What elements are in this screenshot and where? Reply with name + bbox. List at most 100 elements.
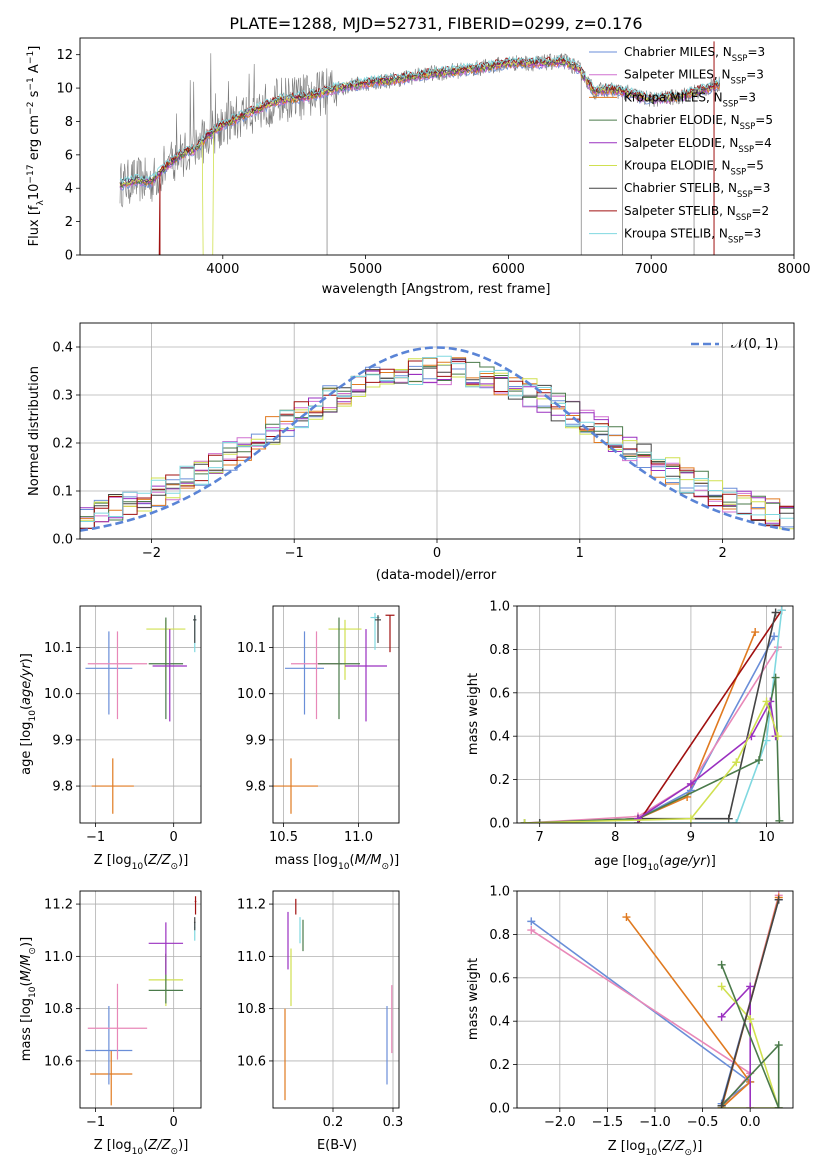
weight-z-ylabel: mass weight bbox=[466, 958, 481, 1040]
weight-series-marker bbox=[717, 1012, 726, 1021]
weight_vs_age-xtick-label: 10 bbox=[758, 830, 775, 845]
weight_vs_age-xtick-label: 8 bbox=[611, 830, 619, 845]
weight-series-marker bbox=[622, 913, 631, 922]
mass-z-ylabel: mass [log10(M/M⊙)] bbox=[19, 937, 38, 1061]
weight_vs_Z-axes: −2.0 −1.5 −1.0 −0.5 0.0 0.0 0.2 0.4 0.6 0.8 1.0 bbox=[489, 885, 794, 1130]
weight-series-line bbox=[524, 646, 779, 823]
weight_vs_age-ytick-label: 0.8 bbox=[489, 643, 510, 658]
spectrum-xtick-label: 4000 bbox=[206, 262, 239, 277]
age_vs_mass-ytick-label: 9.9 bbox=[245, 733, 266, 748]
weight_vs_Z-ytick-label: 1.0 bbox=[489, 885, 510, 900]
residuals-xtick-label: 2 bbox=[718, 546, 726, 561]
weight-series-line bbox=[539, 612, 777, 823]
mass_vs_Z-ytick-label: 11.2 bbox=[44, 898, 73, 913]
weight_vs_age-ytick-label: 1.0 bbox=[489, 600, 510, 615]
age_vs_Z-ytick-label: 9.8 bbox=[52, 780, 73, 795]
residuals-ytick-label: 0.1 bbox=[52, 485, 73, 500]
residuals-ytick-label: 0.2 bbox=[52, 437, 73, 452]
mass_vs_Z-frame bbox=[79, 890, 202, 1109]
weight-series-marker bbox=[746, 982, 755, 991]
mass_vs_ebv-axes: 0.2 0.3 10.6 10.8 11.0 11.2 bbox=[237, 890, 403, 1130]
spectrum-ytick-label: 10 bbox=[56, 82, 73, 97]
spectrum-legend: Chabrier MILES, NSSP=3 Salpeter MILES, NS… bbox=[589, 45, 773, 245]
residuals-frame bbox=[79, 322, 795, 540]
mass_vs_ebv-frame bbox=[272, 890, 400, 1109]
spectrum-ytick-label: 0 bbox=[65, 249, 73, 264]
weight-z-xlabel: Z [log10(Z/Z⊙)] bbox=[608, 1139, 703, 1158]
weight-series-marker bbox=[686, 814, 695, 823]
weight-series-marker bbox=[774, 895, 783, 904]
age_vs_Z-ytick-label: 10.1 bbox=[44, 641, 73, 656]
legend-entry: Chabrier STELIB, NSSP=3 bbox=[624, 181, 770, 199]
mass_vs_ebv-ytick-label: 11.2 bbox=[237, 898, 266, 913]
age_vs_mass-plot-area bbox=[273, 612, 395, 814]
residual-ylabel: Normed distribution bbox=[27, 366, 42, 496]
age-z-xlabel: Z [log10(Z/Z⊙)] bbox=[94, 853, 189, 872]
residuals-ytick-label: 0.4 bbox=[52, 341, 73, 356]
weight_vs_age-ytick-label: 0.6 bbox=[489, 686, 510, 701]
weight-series-marker bbox=[746, 1104, 755, 1108]
residuals-xtick-label: −2 bbox=[142, 546, 161, 561]
residual-legend-label: 𝒩(0, 1) bbox=[731, 337, 778, 352]
spectrum-frame bbox=[79, 37, 795, 256]
weight_vs_age-ytick-label: 0.0 bbox=[489, 817, 510, 832]
weight_vs_Z-ytick-label: 0.4 bbox=[489, 1015, 510, 1030]
weight-series-marker bbox=[762, 736, 771, 745]
weight_vs_age-ytick-label: 0.4 bbox=[489, 730, 510, 745]
weight-series-marker bbox=[527, 917, 536, 926]
weight-series-marker bbox=[762, 697, 771, 706]
weight-series-marker bbox=[724, 814, 733, 823]
weight_vs_Z-xtick-label: −1.0 bbox=[639, 1115, 671, 1130]
weight-series-marker bbox=[770, 632, 779, 641]
weight_vs_age-xtick-label: 9 bbox=[687, 830, 695, 845]
weight_vs_Z-ytick-label: 0.0 bbox=[489, 1102, 510, 1117]
residual-histogram bbox=[80, 357, 794, 529]
weight-series-line bbox=[539, 631, 756, 823]
weight-series-line bbox=[720, 899, 780, 1107]
legend-entry: Chabrier MILES, NSSP=3 bbox=[624, 45, 765, 63]
age_vs_Z-frame bbox=[79, 605, 202, 824]
weight_vs_age-frame bbox=[516, 605, 794, 824]
weight-series-marker bbox=[751, 628, 760, 637]
mass_vs_Z-axes: −1 0 10.6 10.8 11.0 11.2 bbox=[44, 890, 202, 1130]
weight_vs_Z-xtick-label: 0.0 bbox=[740, 1115, 761, 1130]
weight-series-marker bbox=[717, 960, 726, 969]
weight_vs_age-plot-area bbox=[520, 606, 786, 823]
weight-series-marker bbox=[732, 819, 741, 823]
legend-entry: Salpeter ELODIE, NSSP=4 bbox=[624, 136, 772, 154]
mass_vs_Z-xtick-label: −1 bbox=[86, 1115, 105, 1130]
weight-series-marker bbox=[520, 819, 529, 823]
mass_vs_ebv-plot-area bbox=[284, 898, 393, 1101]
weight-series-marker bbox=[717, 1101, 726, 1108]
age_vs_Z-xtick-label: 0 bbox=[170, 830, 178, 845]
weight_vs_Z-plot-area bbox=[527, 891, 783, 1108]
legend-entry: Kroupa STELIB, NSSP=3 bbox=[624, 227, 761, 245]
mass_vs_ebv-ytick-label: 11.0 bbox=[237, 950, 266, 965]
spectrum-xtick-label: 6000 bbox=[492, 262, 525, 277]
weight-series-marker bbox=[717, 982, 726, 991]
normal-curve bbox=[80, 346, 794, 532]
spectrum-model-line bbox=[158, 55, 721, 255]
weight-series-marker bbox=[633, 814, 642, 823]
weight_vs_Z-frame bbox=[516, 890, 794, 1109]
weight_vs_age-axes: 7 8 9 10 0.0 0.2 0.4 0.6 0.8 1.0 bbox=[489, 600, 794, 845]
weight-series-marker bbox=[777, 606, 786, 615]
mass-z-xlabel: Z [log10(Z/Z⊙)] bbox=[94, 1138, 189, 1157]
weight_vs_Z-ytick-label: 0.2 bbox=[489, 1058, 510, 1073]
residuals-ytick-label: 0.3 bbox=[52, 389, 73, 404]
legend-entry: Kroupa ELODIE, NSSP=5 bbox=[624, 159, 764, 177]
spectrum-model-line bbox=[119, 55, 721, 184]
weight-series-marker bbox=[686, 779, 695, 788]
spectrum-axes: 4000 5000 6000 7000 8000 0 2 4 6 8 10 12 bbox=[56, 37, 811, 277]
spectrum-ytick-label: 6 bbox=[65, 148, 73, 163]
mass_vs_Z-plot-area bbox=[85, 896, 197, 1106]
weight-series-marker bbox=[774, 1104, 783, 1108]
mass_vs_Z-ytick-label: 11.0 bbox=[44, 950, 73, 965]
age_vs_mass-ytick-label: 10.0 bbox=[237, 687, 266, 702]
age_vs_Z-plot-area bbox=[85, 615, 197, 814]
legend-entry: Salpeter MILES, NSSP=3 bbox=[624, 68, 764, 86]
mass_vs_Z-ytick-label: 10.6 bbox=[44, 1054, 73, 1069]
age_vs_mass-axes: 10.5 11.0 9.8 9.9 10.0 10.1 bbox=[237, 605, 400, 845]
